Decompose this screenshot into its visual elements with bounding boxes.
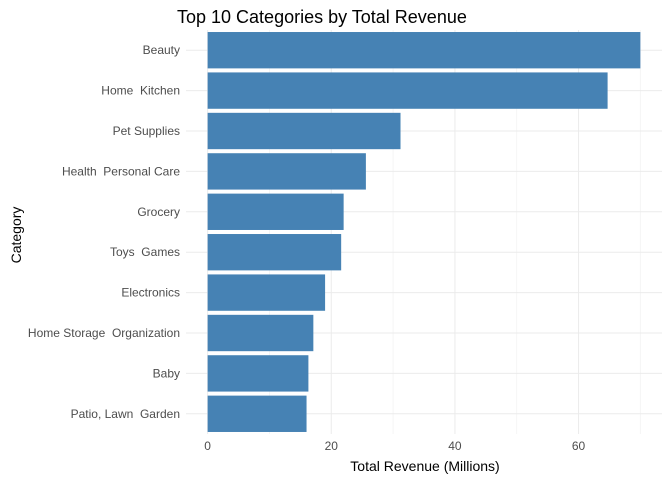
bar <box>207 274 326 311</box>
x-axis-title: Total Revenue (Millions) <box>350 458 499 474</box>
y-tick-label: Pet Supplies <box>113 124 180 138</box>
y-tick-label: Toys Games <box>110 245 180 259</box>
bars <box>207 32 641 432</box>
y-tick-label: Baby <box>153 366 180 380</box>
chart-title: Top 10 Categories by Total Revenue <box>177 7 467 27</box>
y-tick-label: Health Personal Care <box>62 164 180 178</box>
x-tick-label: 40 <box>448 439 462 453</box>
bar <box>207 314 314 352</box>
bar <box>207 72 608 109</box>
x-tick-label: 20 <box>325 439 339 453</box>
bar <box>207 153 366 190</box>
y-tick-label: Beauty <box>143 43 180 57</box>
x-tick-label: 60 <box>572 439 586 453</box>
y-tick-label: Grocery <box>137 205 180 219</box>
bar <box>207 193 344 230</box>
y-tick-label: Home Storage Organization <box>28 326 180 340</box>
bar <box>207 234 342 271</box>
x-tick-labels: 0 20 40 60 <box>204 439 585 453</box>
bar <box>207 32 641 69</box>
bar <box>207 355 309 392</box>
bar <box>207 112 401 150</box>
x-tick-label: 0 <box>204 439 211 453</box>
y-tick-label: Home Kitchen <box>101 84 180 98</box>
y-tick-label: Patio, Lawn Garden <box>71 407 180 421</box>
y-axis-title: Category <box>8 207 24 264</box>
y-tick-labels: Beauty Home Kitchen Pet Supplies Health Per… <box>28 43 180 421</box>
y-tick-label: Electronics <box>121 286 180 300</box>
bar <box>207 395 307 432</box>
